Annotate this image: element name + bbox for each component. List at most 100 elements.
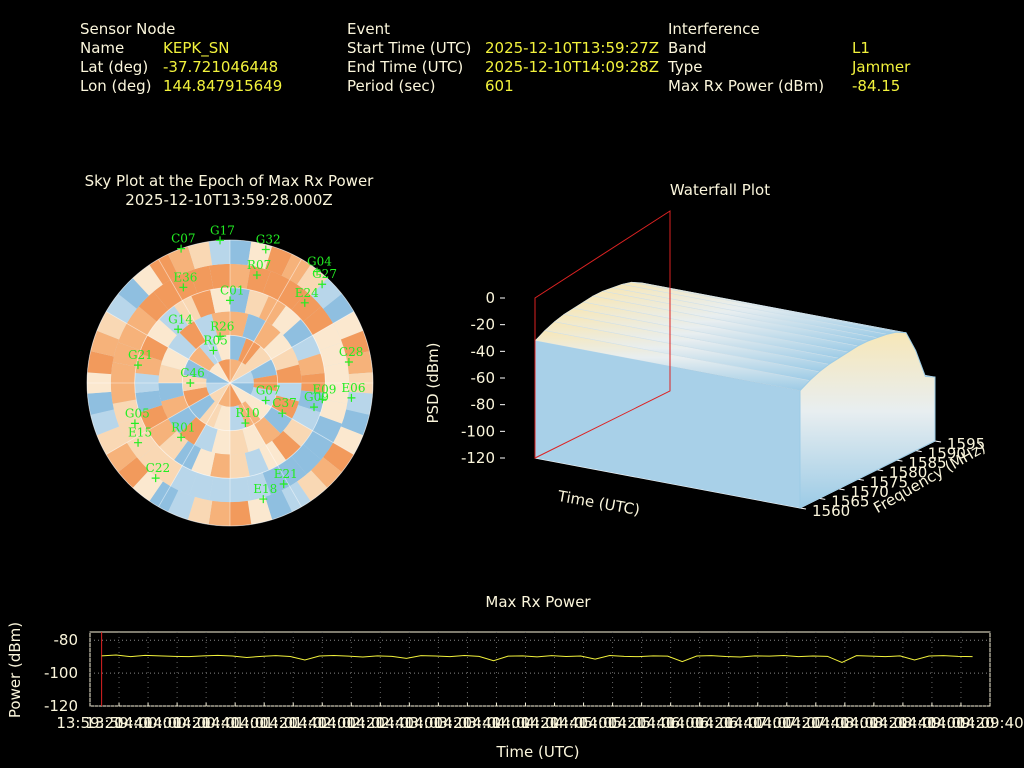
sky-cell xyxy=(208,500,230,526)
sky-cell xyxy=(126,430,157,460)
satellite-marker xyxy=(216,332,225,341)
x-tick-label: 14:08:40 xyxy=(869,714,936,732)
field-value: L1 xyxy=(852,39,870,57)
satellite-marker xyxy=(318,395,327,404)
satellite-label: R07 xyxy=(247,258,271,272)
sky-cell xyxy=(283,418,313,447)
sky-cell xyxy=(323,442,354,473)
satellite-marker xyxy=(344,358,353,367)
sky-cell xyxy=(147,418,177,447)
satellite-label: C22 xyxy=(146,461,170,475)
freq-tick xyxy=(819,497,826,500)
field-value: Jammer xyxy=(851,58,911,76)
satellite-label: C07 xyxy=(171,232,195,246)
sky-cell xyxy=(281,481,311,512)
sky-spoke xyxy=(158,258,231,384)
sky-cell xyxy=(319,399,348,424)
freq-tick xyxy=(915,450,922,453)
sky-cell xyxy=(90,330,120,357)
sky-cell xyxy=(291,405,321,431)
sky-cell xyxy=(135,390,162,413)
y-tick-label: -120 xyxy=(44,697,78,715)
sky-cell xyxy=(272,305,301,336)
sky-cell xyxy=(277,456,307,487)
sky-spoke xyxy=(229,311,355,384)
sky-cell xyxy=(118,323,148,351)
sky-cell xyxy=(213,335,230,361)
sky-cell xyxy=(311,278,342,309)
section-title: Interference xyxy=(668,20,760,38)
satellite-marker xyxy=(310,403,319,412)
sky-cell xyxy=(194,313,218,342)
satellite-label: E21 xyxy=(274,467,298,481)
sky-cell xyxy=(160,347,189,371)
sky-cell xyxy=(135,353,162,376)
sky-cell xyxy=(298,390,325,413)
x-tick-label: 14:08:20 xyxy=(840,714,907,732)
satellite-marker xyxy=(278,409,287,418)
sky-cell xyxy=(139,335,169,361)
x-tick-label: 14:03:20 xyxy=(405,714,472,732)
sky-cell xyxy=(211,311,230,337)
sky-cell xyxy=(246,472,271,501)
satellite-label: G21 xyxy=(128,348,153,362)
field-value: 144.847915649 xyxy=(163,77,282,95)
sky-cell xyxy=(291,444,322,475)
satellite-marker xyxy=(318,280,327,289)
sky-cell xyxy=(333,311,364,340)
field-value: 601 xyxy=(485,77,514,95)
sky-cell xyxy=(199,401,222,428)
sky-cell xyxy=(281,254,311,285)
sky-cell xyxy=(188,394,215,420)
field-label: End Time (UTC) xyxy=(347,58,463,76)
satellite-label: E18 xyxy=(253,482,277,496)
freq-tick-label: 1570 xyxy=(851,483,889,501)
satellite-marker xyxy=(279,480,288,489)
satellite-marker xyxy=(347,393,356,402)
power-line xyxy=(101,654,973,663)
satellite-marker xyxy=(261,245,270,254)
sky-cell xyxy=(297,470,328,502)
sky-cell xyxy=(191,448,216,477)
sky-cell xyxy=(230,500,252,526)
satellite-label: C46 xyxy=(180,366,204,380)
field-label: Lat (deg) xyxy=(80,58,148,76)
satellite-label: G04 xyxy=(307,255,332,269)
sky-cell xyxy=(319,342,348,367)
x-tick-label: 14:03:00 xyxy=(376,714,443,732)
satellite-label: R05 xyxy=(203,333,227,347)
satellite-marker xyxy=(177,244,186,253)
sky-cell xyxy=(187,241,213,270)
sky-cell xyxy=(170,465,198,495)
field-label: Max Rx Power (dBm) xyxy=(668,77,824,95)
sky-cell xyxy=(291,291,322,322)
x-tick-label: 14:01:00 xyxy=(201,714,268,732)
sky-cell xyxy=(245,394,272,420)
sky-cell xyxy=(263,332,292,360)
satellite-label: E24 xyxy=(295,286,319,300)
sky-cell xyxy=(158,383,184,402)
sky-cell xyxy=(126,306,157,336)
sky-cell xyxy=(230,311,249,337)
sky-cell xyxy=(230,429,249,455)
sky-cell xyxy=(230,405,247,431)
sky-cell xyxy=(168,406,197,434)
satellite-label: E06 xyxy=(341,381,365,395)
sky-cell xyxy=(230,362,251,383)
satellite-label: E36 xyxy=(173,270,197,284)
x-tick-label: 14:02:40 xyxy=(347,714,414,732)
sky-cell xyxy=(168,332,197,360)
y-tick-label: -80 xyxy=(54,631,79,649)
sky-cell xyxy=(173,295,201,326)
sky-cell xyxy=(194,424,218,453)
sky-cell xyxy=(262,465,290,495)
satellite-marker xyxy=(261,396,270,405)
sky-spoke xyxy=(229,258,302,384)
sky-cell xyxy=(87,351,114,375)
field-value: KEPK_SN xyxy=(163,39,229,58)
freq-tick xyxy=(877,469,884,472)
sky-cell xyxy=(211,429,230,455)
sky-cell xyxy=(250,359,277,379)
sky-spoke xyxy=(229,382,355,455)
sky-cell xyxy=(276,364,302,383)
